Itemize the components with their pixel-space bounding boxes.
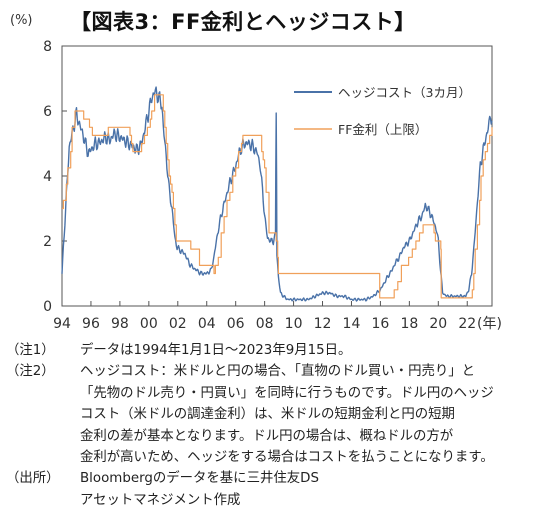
- footnote-line: 金利の差が基本となります。ドル円の場合は、概ねドルの方が: [80, 428, 454, 444]
- x-tick-label: 00: [140, 316, 158, 332]
- footnote-line: データは1994年1月1日～2023年9月15日。: [80, 343, 352, 358]
- footnotes: （注1） データは1994年1月1日～2023年9月15日。 （注2） ヘッジコスト：…: [6, 340, 546, 511]
- ff-rate-line: [62, 94, 493, 299]
- chart-title: 【図表3：FF金利とヘッジコスト】: [70, 10, 416, 34]
- x-tick-label: 16: [371, 316, 389, 332]
- y-tick-label: 0: [43, 299, 52, 315]
- x-tick-label: 22: [458, 316, 476, 332]
- footnote-line: アセットマネジメント作成: [80, 492, 241, 508]
- x-tick-label: 10: [285, 316, 303, 332]
- legend-label: ヘッジコスト（3カ月）: [338, 85, 471, 100]
- footnote-line: 金利が高いため、ヘッジをする場合はコストを払うことになります。: [80, 450, 494, 466]
- x-tick-label: 98: [111, 316, 129, 332]
- footnote-head: （注2）: [6, 364, 55, 380]
- footnote-head: （注1）: [6, 343, 55, 358]
- footnote: （出所） Bloombergのデータを基に三井住友DS: [6, 468, 546, 489]
- footnote: （注1） データは1994年1月1日～2023年9月15日。: [6, 340, 546, 361]
- x-axis-ticks: 94 96 98 00 02 04 06 08 10 12 14 16 18 20 22: [53, 301, 476, 332]
- x-tick-label: 04: [198, 316, 216, 332]
- footnote-line: コスト（米ドルの調達金利）は、米ドルの短期金利と円の短期: [80, 407, 455, 423]
- x-tick-label: 96: [82, 316, 100, 332]
- y-unit-label: (%): [10, 13, 33, 28]
- footnote-line: Bloombergのデータを基に三井住友DS: [80, 471, 319, 487]
- footnote: （注2） ヘッジコスト：米ドルと円の場合、「直物のドル買い・円売り」と「先物のドル…: [6, 361, 546, 468]
- x-tick-label: 14: [343, 316, 361, 332]
- x-tick-label: 94: [53, 316, 71, 332]
- y-tick-label: 6: [43, 104, 52, 120]
- y-axis-ticks: 0 2 4 6 8: [43, 39, 67, 315]
- x-tick-label: 08: [256, 316, 274, 332]
- y-tick-label: 8: [43, 39, 52, 55]
- x-tick-label: 12: [314, 316, 332, 332]
- hedge-cost-line: [61, 86, 493, 302]
- footnote-line: ヘッジコスト：米ドルと円の場合、「直物のドル買い・円売り」と: [80, 364, 476, 380]
- footnote-head: （出所）: [6, 471, 60, 487]
- series-lines: [61, 86, 493, 302]
- x-unit-label: (年): [477, 316, 502, 332]
- x-tick-label: 02: [169, 316, 187, 332]
- x-tick-label: 06: [227, 316, 245, 332]
- x-tick-label: 18: [400, 316, 418, 332]
- y-tick-label: 4: [43, 169, 52, 185]
- legend-label: FF金利（上限）: [338, 122, 427, 137]
- legend: ヘッジコスト（3カ月） FF金利（上限）: [294, 85, 471, 137]
- footnote: アセットマネジメント作成: [6, 490, 546, 511]
- footnote-line: 「先物のドル売り・円買い」を同時に行うものです。ドル円のヘッジ: [80, 385, 494, 401]
- y-tick-label: 2: [43, 234, 52, 250]
- x-tick-label: 20: [429, 316, 447, 332]
